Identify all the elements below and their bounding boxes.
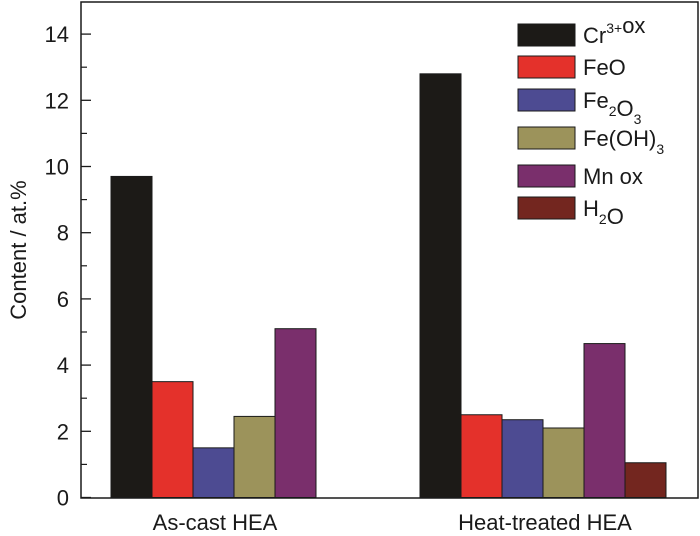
x-category-label: As-cast HEA xyxy=(153,510,278,535)
legend-label: Fe(OH)3 xyxy=(583,126,664,157)
bars-group xyxy=(110,73,667,499)
bar-fe2o3-1 xyxy=(501,419,544,498)
legend-swatch xyxy=(517,126,576,150)
y-axis: 0 2 4 6 8 10 12 14 xyxy=(45,22,91,511)
bar-fe2o3-0 xyxy=(192,447,235,499)
legend-item: Fe(OH)3 xyxy=(517,126,664,157)
bar-cr3-ox-1 xyxy=(419,73,462,498)
y-tick-label: 8 xyxy=(57,221,69,246)
y-tick-label: 12 xyxy=(45,88,69,113)
legend-label: Fe2O3 xyxy=(583,88,642,127)
bar-mn-ox-0 xyxy=(274,328,317,498)
legend-item: H2O xyxy=(517,196,624,229)
y-axis-title: Content / at.% xyxy=(6,180,31,319)
legend-label: FeO xyxy=(583,55,626,80)
x-category-label: Heat-treated HEA xyxy=(458,510,632,535)
bar-fe-oh-3-0 xyxy=(233,415,276,498)
y-tick-label: 14 xyxy=(45,22,69,47)
bar-mn-ox-1 xyxy=(583,343,626,498)
y-tick-label: 10 xyxy=(45,155,69,180)
legend-label: Cr3+ox xyxy=(583,13,645,48)
legend-swatch xyxy=(517,55,576,79)
legend-item: FeO xyxy=(517,55,626,80)
y-tick-label: 4 xyxy=(57,353,69,378)
bar-fe-oh-3-1 xyxy=(542,427,585,498)
legend-label: H2O xyxy=(583,196,624,229)
legend-label: Mn ox xyxy=(583,164,643,189)
legend-item: Mn ox xyxy=(517,164,643,189)
legend-swatch xyxy=(517,196,576,220)
legend-item: Fe2O3 xyxy=(517,88,642,127)
legend-swatch xyxy=(517,23,576,47)
legend-swatch xyxy=(517,88,576,112)
legend-swatch xyxy=(517,164,576,188)
bar-cr3-ox-0 xyxy=(110,175,153,498)
bar-feo-0 xyxy=(151,381,194,498)
x-axis: As-cast HEA Heat-treated HEA xyxy=(153,510,632,535)
legend-item: Cr3+ox xyxy=(517,13,645,48)
bar-feo-1 xyxy=(460,414,503,498)
bar-h2o-1 xyxy=(624,462,667,498)
y-tick-label: 0 xyxy=(57,486,69,511)
plot-frame xyxy=(80,1,699,499)
y-tick-label: 6 xyxy=(57,287,69,312)
y-tick-label: 2 xyxy=(57,419,69,444)
